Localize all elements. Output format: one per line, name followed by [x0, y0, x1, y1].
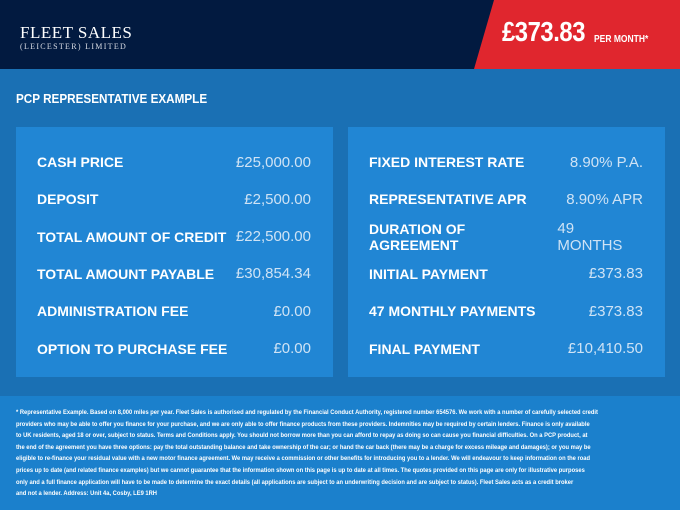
finance-row: CASH PRICE £25,000.00 — [37, 152, 311, 172]
page-title: PCP REPRESENTATIVE EXAMPLE — [16, 91, 208, 106]
row-label: OPTION TO PURCHASE FEE — [37, 340, 228, 357]
disclaimer-line: providers who may be able to offer you f… — [16, 420, 590, 428]
left-panel: CASH PRICE £25,000.00 DEPOSIT £2,500.00 TOTA… — [16, 127, 333, 377]
row-label: 47 MONTHLY PAYMENTS — [369, 303, 536, 320]
finance-row: 47 MONTHLY PAYMENTS £373.83 — [369, 301, 643, 321]
row-value: £373.83 — [588, 302, 643, 320]
row-value: £0.00 — [273, 340, 311, 357]
row-value: £0.00 — [273, 302, 311, 320]
row-label: REPRESENTATIVE APR — [369, 191, 527, 208]
finance-row: TOTAL AMOUNT PAYABLE £30,854.34 — [37, 264, 311, 284]
disclaimer-line: the end of the agreement you have three … — [16, 443, 591, 451]
disclaimer: * Representative Example. Based on 8,000… — [0, 396, 680, 510]
disclaimer-line: to UK residents, aged 18 or over, subjec… — [16, 432, 588, 440]
row-label: TOTAL AMOUNT OF CREDIT — [37, 228, 227, 245]
finance-row: ADMINISTRATION FEE £0.00 — [37, 301, 311, 321]
finance-row: OPTION TO PURCHASE FEE £0.00 — [37, 339, 311, 359]
row-label: TOTAL AMOUNT PAYABLE — [37, 265, 215, 282]
row-label: DURATION OF AGREEMENT — [369, 220, 466, 253]
row-label: FINAL PAYMENT — [369, 340, 480, 357]
finance-row: TOTAL AMOUNT OF CREDIT £22,500.00 — [37, 227, 311, 247]
logo-line1: FLEET SALES — [20, 23, 133, 42]
disclaimer-line: only and a full finance application will… — [16, 478, 574, 486]
per-month-label: PER MONTH* — [594, 34, 649, 45]
row-value: £22,500.00 — [235, 228, 311, 246]
finance-row: FINAL PAYMENT £10,410.50 — [369, 339, 643, 359]
finance-row: INITIAL PAYMENT £373.83 — [369, 264, 643, 284]
header: FLEET SALES (LEICESTER) LIMITED £373.83 … — [0, 0, 680, 69]
finance-row: REPRESENTATIVE APR 8.90% APR — [369, 189, 643, 209]
row-value: 8.90% APR — [566, 190, 643, 208]
logo[interactable]: FLEET SALES (LEICESTER) LIMITED — [20, 23, 133, 52]
row-label: ADMINISTRATION FEE — [37, 303, 189, 320]
logo-line2: (LEICESTER) LIMITED — [20, 42, 128, 51]
disclaimer-line: and not a lender. Address: Unit 4a, Cosb… — [16, 490, 158, 498]
finance-row: FIXED INTEREST RATE 8.90% P.A. — [369, 152, 643, 172]
row-value: £2,500.00 — [244, 190, 311, 208]
row-label: DEPOSIT — [37, 191, 99, 208]
row-value: £25,000.00 — [235, 153, 311, 171]
row-value: £373.83 — [588, 265, 643, 283]
row-label: FIXED INTEREST RATE — [369, 154, 525, 170]
row-value: 8.90% P.A. — [569, 153, 643, 171]
row-value: £10,410.50 — [567, 340, 643, 357]
monthly-price: £373.83 — [502, 16, 586, 47]
right-panel: FIXED INTEREST RATE 8.90% P.A. REPRESENTAT… — [348, 127, 665, 377]
disclaimer-line: prices up to date (and related finance e… — [16, 467, 585, 474]
disclaimer-line: eligible to re-finance your residual val… — [16, 455, 591, 463]
row-value: £30,854.34 — [235, 265, 311, 283]
row-label: CASH PRICE — [37, 154, 124, 170]
row-value: 49 MONTHS — [557, 219, 623, 254]
finance-row: DEPOSIT £2,500.00 — [37, 189, 311, 209]
finance-row: DURATION OF AGREEMENT 49 MONTHS — [369, 220, 643, 254]
disclaimer-line: * Representative Example. Based on 8,000… — [16, 409, 598, 416]
row-label: INITIAL PAYMENT — [369, 265, 488, 282]
price-box: £373.83 PER MONTH* — [474, 0, 680, 69]
